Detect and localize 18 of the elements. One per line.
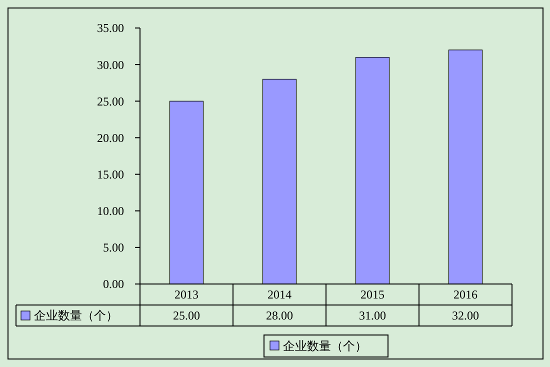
data-label: 32.00 (452, 308, 479, 323)
y-tick-label: 10.00 (97, 204, 124, 218)
y-tick-label: 0.00 (103, 277, 124, 292)
y-tick-label: 25.00 (97, 94, 124, 108)
x-tick-label: 2016 (454, 288, 478, 302)
data-label: 25.00 (173, 308, 200, 323)
data-label: 28.00 (266, 308, 293, 323)
text: 企业数量（个） (34, 308, 118, 323)
y-tick-label: 5.00 (103, 240, 124, 255)
y-tick-label: 35.00 (97, 21, 124, 36)
x-tick-label: 2013 (174, 288, 198, 302)
y-tick-label: 15.00 (97, 167, 124, 182)
legend-label: 企业数量（个） (283, 339, 367, 354)
y-tick-label: 20.00 (97, 130, 124, 145)
data-label: 31.00 (359, 308, 386, 323)
x-tick-label: 2014 (268, 288, 292, 302)
y-tick-label: 30.00 (97, 58, 124, 72)
x-tick-label: 2015 (360, 288, 384, 302)
